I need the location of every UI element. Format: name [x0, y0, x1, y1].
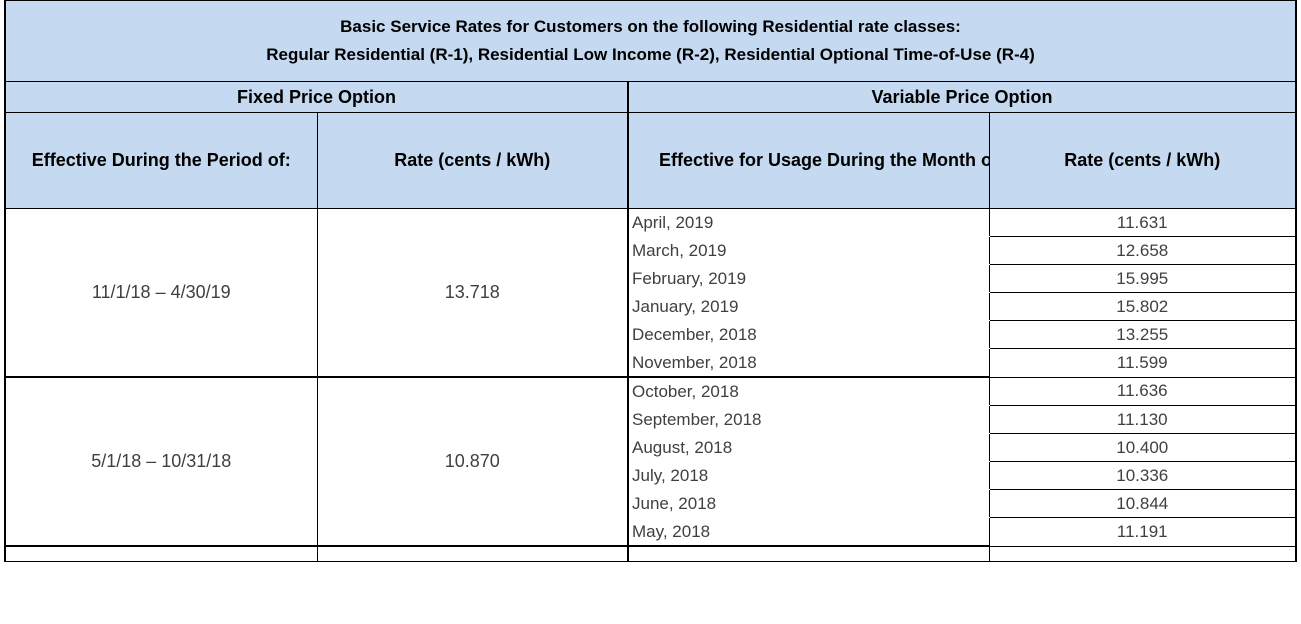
- table-row: December, 2018 13.255: [5, 320, 1298, 349]
- month-cell: June, 2018: [627, 489, 990, 518]
- variable-rate-cell: 11.130: [988, 405, 1298, 434]
- variable-rate-cell: 10.844: [988, 489, 1298, 518]
- table-title-line1: Basic Service Rates for Customers on the…: [340, 17, 961, 36]
- empty-cell: [4, 545, 318, 562]
- fixed-rate-cell: 13.718: [316, 208, 629, 378]
- period-column-header: Effective During the Period of:: [4, 112, 318, 209]
- table-row: July, 2018 10.336: [5, 461, 1298, 490]
- variable-rate-cell: 11.636: [988, 376, 1298, 406]
- empty-cell: [316, 545, 629, 562]
- month-cell: February, 2019: [627, 264, 990, 293]
- variable-rate-column-header: Rate (cents / kWh): [988, 112, 1298, 209]
- month-cell: July, 2018: [627, 461, 990, 490]
- table-title-line2: Regular Residential (R-1), Residential L…: [266, 45, 1035, 64]
- table-row-cutoff: [4, 545, 1298, 562]
- month-column-header: Effective for Usage During the Month of:: [627, 112, 990, 209]
- month-cell: May, 2018: [627, 517, 990, 547]
- variable-price-option-header: Variable Price Option: [626, 81, 1298, 113]
- table-row: June, 2018 10.844: [5, 489, 1298, 518]
- variable-rate-cell: 12.658: [988, 236, 1298, 265]
- table-row: 11/1/18 – 4/30/19 13.718 April, 2019 11.…: [4, 208, 1298, 378]
- variable-rate-cell: 10.336: [988, 461, 1298, 490]
- fixed-rate-column-header: Rate (cents / kWh): [316, 112, 629, 209]
- month-cell: October, 2018: [627, 376, 990, 406]
- table-row: February, 2019 15.995: [5, 264, 1298, 293]
- variable-rate-cell: 11.631: [988, 208, 1298, 237]
- month-cell: December, 2018: [627, 320, 990, 349]
- empty-cell: [627, 545, 990, 562]
- basic-service-rates-table: Basic Service Rates for Customers on the…: [3, 0, 1298, 562]
- table-row: August, 2018 10.400: [5, 433, 1298, 462]
- month-cell: March, 2019: [627, 236, 990, 265]
- fixed-price-option-header: Fixed Price Option: [4, 81, 629, 113]
- variable-rate-cell: 11.191: [988, 517, 1298, 547]
- empty-cell: [988, 545, 1298, 562]
- table-row: 5/1/18 – 10/31/18 10.870 October, 2018 1…: [4, 376, 1298, 547]
- table-row: November, 2018 11.599: [5, 348, 1298, 378]
- table-row: March, 2019 12.658: [5, 236, 1298, 265]
- variable-rate-cell: 10.400: [988, 433, 1298, 462]
- table-row: May, 2018 11.191: [5, 517, 1298, 547]
- fixed-rate-cell: 10.870: [316, 376, 629, 547]
- variable-rate-cell: 15.995: [988, 264, 1298, 293]
- variable-rate-cell: 15.802: [988, 292, 1298, 321]
- fixed-period-cell: 5/1/18 – 10/31/18: [4, 376, 318, 547]
- table-title: Basic Service Rates for Customers on the…: [3, 0, 1298, 82]
- table-row: January, 2019 15.802: [5, 292, 1298, 321]
- month-cell: September, 2018: [627, 405, 990, 434]
- table-row: September, 2018 11.130: [5, 405, 1298, 434]
- month-cell: April, 2019: [627, 208, 990, 237]
- month-cell: August, 2018: [627, 433, 990, 462]
- variable-rate-cell: 13.255: [988, 320, 1298, 349]
- variable-rate-cell: 11.599: [988, 348, 1298, 378]
- fixed-period-cell: 11/1/18 – 4/30/19: [4, 208, 318, 378]
- month-cell: January, 2019: [627, 292, 990, 321]
- month-cell: November, 2018: [627, 348, 990, 378]
